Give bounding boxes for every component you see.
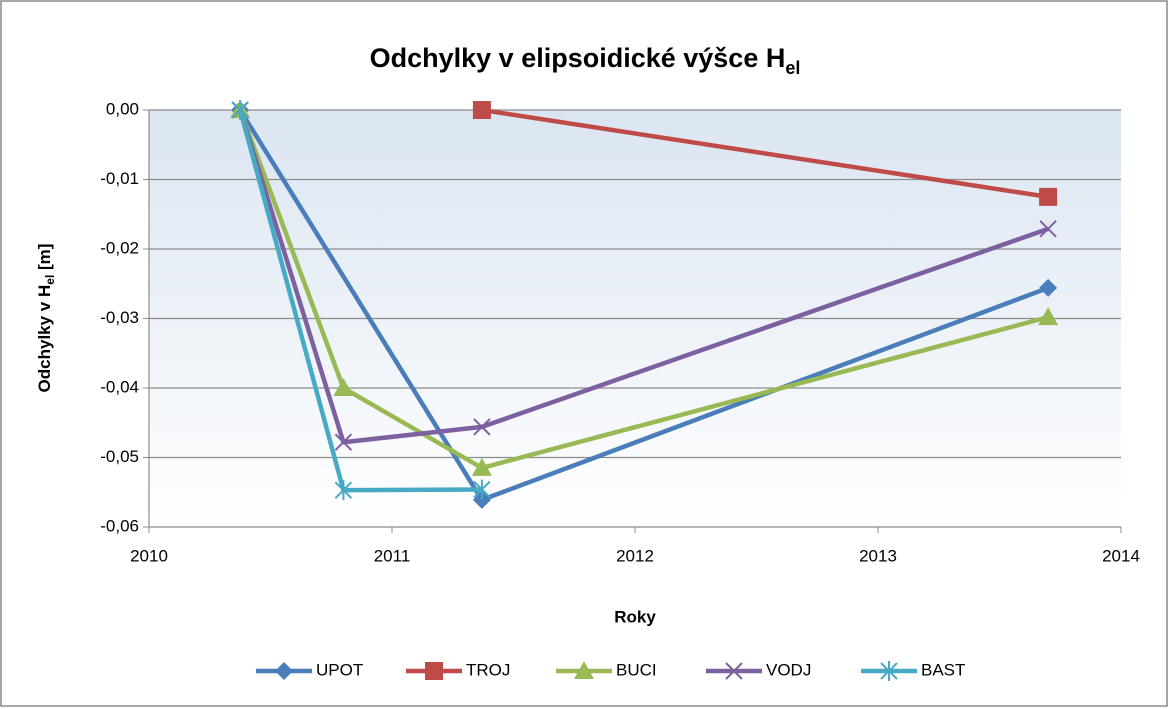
series-line [237,109,1049,445]
marker [471,457,492,476]
y-axis-label: Odchylky v Hel [m] [35,244,57,393]
legend-label: BUCI [616,660,657,679]
y-tick-label: -0,02 [100,238,139,257]
legend-label: BAST [921,660,965,679]
x-tick-label: 2013 [859,546,897,565]
marker [1039,220,1057,238]
series-line [481,107,1049,200]
marker [472,490,491,509]
marker [231,100,249,120]
y-tick-label: -0,05 [100,447,139,466]
x-tick-label: 2012 [616,546,654,565]
marker [1039,187,1058,206]
y-tick-label: -0,06 [100,516,139,535]
marker [473,418,491,436]
marker [334,433,353,451]
marker [333,378,354,396]
y-tick-label: -0,01 [100,169,139,188]
x-tick-label: 2010 [130,546,168,565]
marker [880,661,898,681]
ylabel-subscript: el [43,275,57,285]
legend-label: UPOT [316,660,363,679]
y-tick-label: -0,03 [100,308,139,327]
x-tick-label: 2011 [374,546,411,565]
chart-title: Odchylky v elipsoidické výšce Hel [370,43,801,78]
marker [425,662,443,680]
marker [334,480,353,501]
ylabel-suffix: [m] [35,244,54,275]
y-tick-label: -0,04 [100,377,139,396]
marker [275,662,293,680]
title-text: Odchylky v elipsoidické výšce H [370,43,786,73]
marker [725,662,743,680]
legend-label: TROJ [466,660,510,679]
marker [473,479,491,500]
marker [1039,278,1058,297]
legend-label: VODJ [766,660,811,679]
series-line [238,109,1049,471]
marker [574,661,594,679]
marker [1038,307,1059,326]
x-axis-label: Roky [614,607,656,626]
x-tick-label: 2014 [1102,546,1140,565]
marker [472,101,491,119]
title-subscript: el [785,58,800,78]
ylabel-text: Odchylky v H [35,285,54,393]
y-tick-label: 0,00 [106,99,139,118]
legend: UPOT TROJ BUCI VODJ BAST [256,660,965,681]
